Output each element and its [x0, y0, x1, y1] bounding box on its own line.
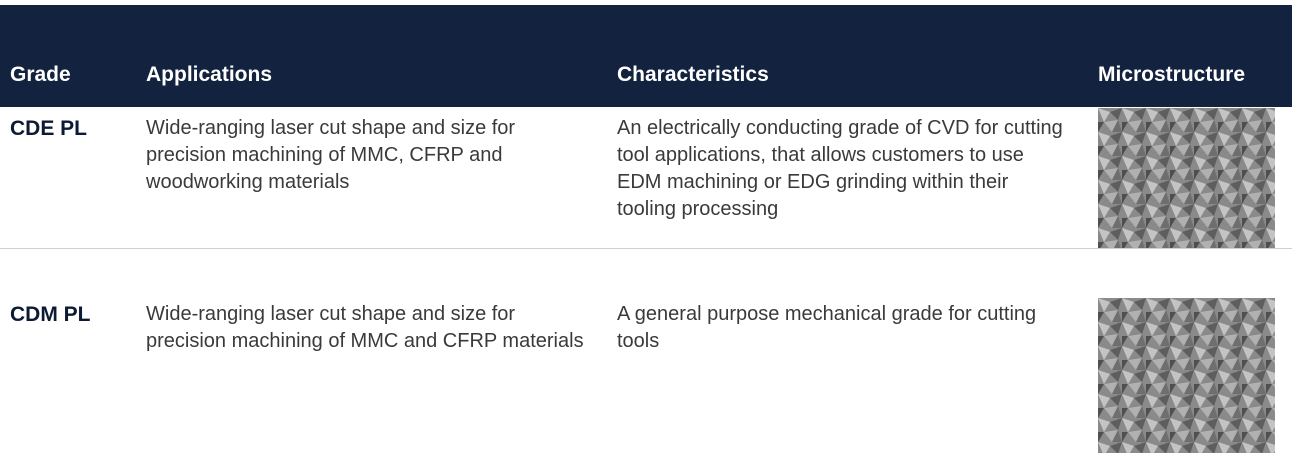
- row: CDM PL Wide-ranging laser cut shape and …: [0, 249, 1292, 453]
- header-row: Grade Applications Characteristics Micro…: [0, 5, 1292, 107]
- page: Grade Applications Characteristics Micro…: [0, 5, 1292, 474]
- microstructure-image: [1098, 298, 1275, 453]
- grade: CDM PL: [10, 303, 91, 326]
- characteristics: A general purpose mechanical grade for c…: [617, 303, 1037, 352]
- header-cell: Grade: [0, 5, 136, 107]
- microstructure: [1088, 249, 1292, 453]
- grade: CDE PL: [0, 107, 136, 249]
- header-cell: Applications: [136, 5, 607, 107]
- applications: Wide-ranging laser cut shape and size fo…: [136, 107, 607, 249]
- header-cell: Characteristics: [607, 5, 1088, 107]
- characteristics: An electrically conducting grade of CVD …: [607, 107, 1088, 249]
- grades-table: Grade Applications Characteristics Micro…: [0, 5, 1292, 453]
- applications: Wide-ranging laser cut shape and size fo…: [146, 303, 584, 352]
- microstructure: [1088, 107, 1292, 249]
- row: CDE PL Wide-ranging laser cut shape and …: [0, 107, 1292, 249]
- header-cell: Microstructure: [1088, 5, 1292, 107]
- microstructure-image: [1098, 108, 1275, 248]
